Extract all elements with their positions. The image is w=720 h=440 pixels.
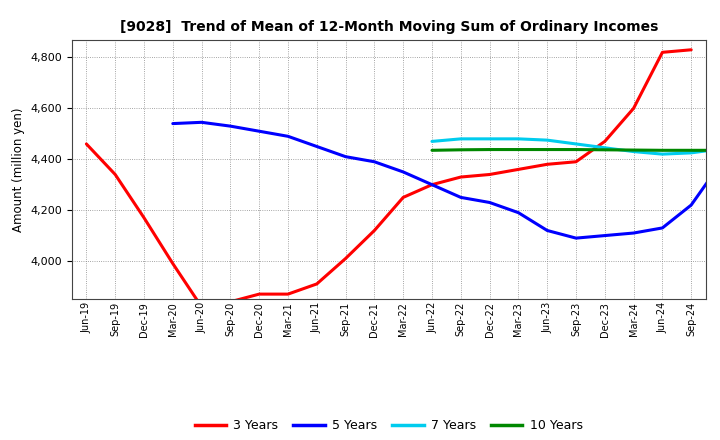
3 Years <box>226 299 235 304</box>
5 Years <box>255 128 264 134</box>
7 Years <box>658 151 667 157</box>
3 Years <box>341 256 350 261</box>
10 Years <box>485 147 494 152</box>
7 Years <box>514 136 523 142</box>
5 Years <box>341 154 350 159</box>
10 Years <box>456 147 465 152</box>
Line: 3 Years: 3 Years <box>86 50 691 307</box>
7 Years <box>600 145 609 150</box>
10 Years <box>687 148 696 153</box>
Legend: 3 Years, 5 Years, 7 Years, 10 Years: 3 Years, 5 Years, 7 Years, 10 Years <box>189 414 588 437</box>
10 Years <box>572 147 580 152</box>
3 Years <box>543 161 552 167</box>
3 Years <box>284 291 292 297</box>
3 Years <box>82 141 91 147</box>
3 Years <box>658 50 667 55</box>
3 Years <box>255 291 264 297</box>
3 Years <box>629 106 638 111</box>
5 Years <box>399 169 408 175</box>
3 Years <box>111 172 120 177</box>
Line: 5 Years: 5 Years <box>173 101 720 238</box>
7 Years <box>687 150 696 155</box>
Title: [9028]  Trend of Mean of 12-Month Moving Sum of Ordinary Incomes: [9028] Trend of Mean of 12-Month Moving … <box>120 20 658 34</box>
3 Years <box>456 174 465 180</box>
10 Years <box>629 147 638 153</box>
5 Years <box>168 121 177 126</box>
10 Years <box>658 148 667 153</box>
3 Years <box>312 281 321 286</box>
10 Years <box>428 148 436 153</box>
5 Years <box>370 159 379 165</box>
7 Years <box>716 147 720 152</box>
3 Years <box>600 139 609 144</box>
5 Years <box>514 210 523 215</box>
5 Years <box>687 202 696 208</box>
5 Years <box>485 200 494 205</box>
5 Years <box>543 228 552 233</box>
3 Years <box>399 195 408 200</box>
5 Years <box>572 235 580 241</box>
3 Years <box>140 215 148 220</box>
7 Years <box>485 136 494 142</box>
3 Years <box>514 167 523 172</box>
3 Years <box>485 172 494 177</box>
7 Years <box>428 139 436 144</box>
7 Years <box>543 137 552 143</box>
Y-axis label: Amount (million yen): Amount (million yen) <box>12 107 25 231</box>
7 Years <box>572 141 580 147</box>
5 Years <box>600 233 609 238</box>
10 Years <box>716 148 720 153</box>
5 Years <box>456 195 465 200</box>
5 Years <box>428 182 436 187</box>
10 Years <box>543 147 552 152</box>
7 Years <box>456 136 465 142</box>
5 Years <box>312 144 321 149</box>
5 Years <box>197 120 206 125</box>
5 Years <box>629 231 638 236</box>
10 Years <box>600 147 609 152</box>
Line: 7 Years: 7 Years <box>432 139 720 154</box>
3 Years <box>370 228 379 233</box>
3 Years <box>687 47 696 52</box>
3 Years <box>168 261 177 266</box>
10 Years <box>514 147 523 152</box>
5 Years <box>716 161 720 167</box>
5 Years <box>658 225 667 231</box>
3 Years <box>428 182 436 187</box>
3 Years <box>572 159 580 165</box>
5 Years <box>226 124 235 129</box>
7 Years <box>629 149 638 154</box>
5 Years <box>284 134 292 139</box>
3 Years <box>197 304 206 309</box>
